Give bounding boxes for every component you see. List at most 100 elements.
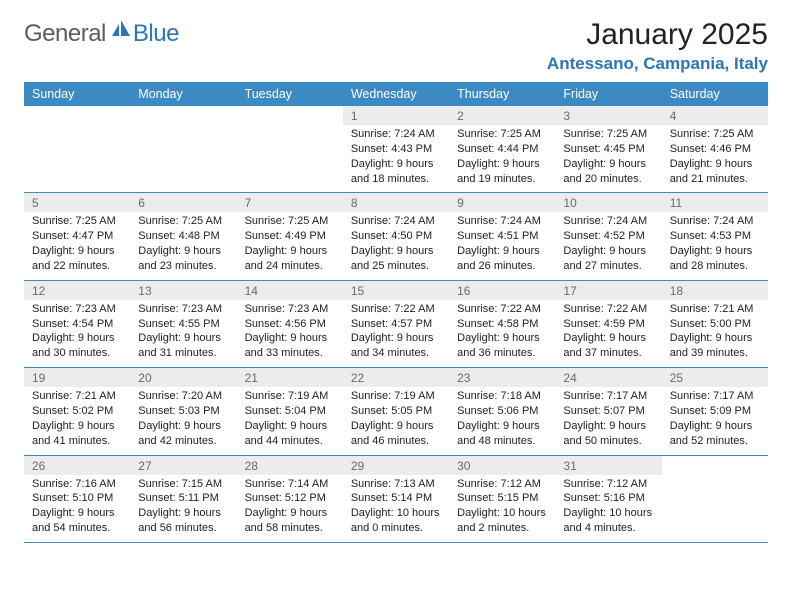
day-detail: Sunrise: 7:25 AMSunset: 4:49 PMDaylight:… [237,212,343,280]
day-number: 26 [24,455,130,475]
day-detail: Sunrise: 7:12 AMSunset: 5:16 PMDaylight:… [555,475,661,543]
day-number: 29 [343,455,449,475]
day-detail: Sunrise: 7:24 AMSunset: 4:50 PMDaylight:… [343,212,449,280]
weekday-header: Sunday [24,82,130,106]
sunrise-text: Sunrise: 7:20 AM [138,389,228,404]
sunset-text: Sunset: 4:55 PM [138,317,228,332]
day-detail: Sunrise: 7:15 AMSunset: 5:11 PMDaylight:… [130,475,236,543]
day-detail: Sunrise: 7:24 AMSunset: 4:53 PMDaylight:… [662,212,768,280]
day-detail: Sunrise: 7:21 AMSunset: 5:00 PMDaylight:… [662,300,768,368]
sunset-text: Sunset: 4:51 PM [457,229,547,244]
sunrise-text: Sunrise: 7:24 AM [670,214,760,229]
day-number: 31 [555,455,661,475]
daylight-text: Daylight: 9 hours and 50 minutes. [563,419,653,449]
day-detail: Sunrise: 7:25 AMSunset: 4:47 PMDaylight:… [24,212,130,280]
day-number [24,106,130,125]
day-number: 1 [343,106,449,125]
daylight-text: Daylight: 9 hours and 33 minutes. [245,331,335,361]
day-detail: Sunrise: 7:14 AMSunset: 5:12 PMDaylight:… [237,475,343,543]
day-detail: Sunrise: 7:21 AMSunset: 5:02 PMDaylight:… [24,387,130,455]
day-detail-row: Sunrise: 7:21 AMSunset: 5:02 PMDaylight:… [24,387,768,455]
daylight-text: Daylight: 9 hours and 34 minutes. [351,331,441,361]
daylight-text: Daylight: 10 hours and 4 minutes. [563,506,653,536]
sunset-text: Sunset: 4:53 PM [670,229,760,244]
day-number: 11 [662,193,768,213]
sunrise-text: Sunrise: 7:13 AM [351,477,441,492]
day-number [130,106,236,125]
day-detail: Sunrise: 7:23 AMSunset: 4:54 PMDaylight:… [24,300,130,368]
day-number: 30 [449,455,555,475]
daylight-text: Daylight: 9 hours and 56 minutes. [138,506,228,536]
sunset-text: Sunset: 4:56 PM [245,317,335,332]
sunrise-text: Sunrise: 7:22 AM [563,302,653,317]
daylight-text: Daylight: 9 hours and 28 minutes. [670,244,760,274]
day-detail [24,125,130,193]
daylight-text: Daylight: 9 hours and 36 minutes. [457,331,547,361]
sunrise-text: Sunrise: 7:24 AM [457,214,547,229]
sunset-text: Sunset: 4:50 PM [351,229,441,244]
day-number-row: 12131415161718 [24,280,768,300]
sunset-text: Sunset: 4:44 PM [457,142,547,157]
day-detail: Sunrise: 7:18 AMSunset: 5:06 PMDaylight:… [449,387,555,455]
day-detail: Sunrise: 7:25 AMSunset: 4:48 PMDaylight:… [130,212,236,280]
daylight-text: Daylight: 9 hours and 52 minutes. [670,419,760,449]
day-detail: Sunrise: 7:23 AMSunset: 4:55 PMDaylight:… [130,300,236,368]
day-detail: Sunrise: 7:22 AMSunset: 4:58 PMDaylight:… [449,300,555,368]
sunrise-text: Sunrise: 7:24 AM [563,214,653,229]
sunrise-text: Sunrise: 7:19 AM [245,389,335,404]
location: Antessano, Campania, Italy [547,54,768,74]
sunset-text: Sunset: 5:15 PM [457,491,547,506]
day-number-row: 1234 [24,106,768,125]
sunrise-text: Sunrise: 7:25 AM [245,214,335,229]
sunrise-text: Sunrise: 7:23 AM [32,302,122,317]
weekday-header: Monday [130,82,236,106]
day-number: 12 [24,280,130,300]
sunrise-text: Sunrise: 7:12 AM [563,477,653,492]
header: General Blue January 2025 Antessano, Cam… [24,18,768,74]
day-number: 19 [24,368,130,388]
sunset-text: Sunset: 5:10 PM [32,491,122,506]
day-detail: Sunrise: 7:22 AMSunset: 4:59 PMDaylight:… [555,300,661,368]
day-detail [662,475,768,543]
sunset-text: Sunset: 4:57 PM [351,317,441,332]
day-number: 4 [662,106,768,125]
daylight-text: Daylight: 9 hours and 48 minutes. [457,419,547,449]
day-detail: Sunrise: 7:25 AMSunset: 4:46 PMDaylight:… [662,125,768,193]
sunrise-text: Sunrise: 7:14 AM [245,477,335,492]
sunrise-text: Sunrise: 7:24 AM [351,214,441,229]
day-detail: Sunrise: 7:12 AMSunset: 5:15 PMDaylight:… [449,475,555,543]
sunrise-text: Sunrise: 7:25 AM [32,214,122,229]
day-detail-row: Sunrise: 7:24 AMSunset: 4:43 PMDaylight:… [24,125,768,193]
sunset-text: Sunset: 4:59 PM [563,317,653,332]
sunrise-text: Sunrise: 7:15 AM [138,477,228,492]
daylight-text: Daylight: 9 hours and 44 minutes. [245,419,335,449]
day-detail-row: Sunrise: 7:25 AMSunset: 4:47 PMDaylight:… [24,212,768,280]
day-number: 15 [343,280,449,300]
day-number: 5 [24,193,130,213]
daylight-text: Daylight: 9 hours and 58 minutes. [245,506,335,536]
day-detail: Sunrise: 7:19 AMSunset: 5:04 PMDaylight:… [237,387,343,455]
sunrise-text: Sunrise: 7:25 AM [563,127,653,142]
sunset-text: Sunset: 5:16 PM [563,491,653,506]
day-number: 13 [130,280,236,300]
daylight-text: Daylight: 9 hours and 21 minutes. [670,157,760,187]
day-detail: Sunrise: 7:19 AMSunset: 5:05 PMDaylight:… [343,387,449,455]
sunrise-text: Sunrise: 7:16 AM [32,477,122,492]
day-number: 20 [130,368,236,388]
sunset-text: Sunset: 5:07 PM [563,404,653,419]
day-detail: Sunrise: 7:23 AMSunset: 4:56 PMDaylight:… [237,300,343,368]
day-detail: Sunrise: 7:17 AMSunset: 5:07 PMDaylight:… [555,387,661,455]
daylight-text: Daylight: 9 hours and 31 minutes. [138,331,228,361]
calendar-table: Sunday Monday Tuesday Wednesday Thursday… [24,82,768,543]
day-detail [237,125,343,193]
sunset-text: Sunset: 4:48 PM [138,229,228,244]
logo-sails-icon [110,18,132,38]
day-number: 28 [237,455,343,475]
day-detail: Sunrise: 7:13 AMSunset: 5:14 PMDaylight:… [343,475,449,543]
day-number: 16 [449,280,555,300]
day-number: 24 [555,368,661,388]
daylight-text: Daylight: 9 hours and 46 minutes. [351,419,441,449]
day-detail: Sunrise: 7:24 AMSunset: 4:51 PMDaylight:… [449,212,555,280]
weekday-header: Wednesday [343,82,449,106]
day-detail [130,125,236,193]
